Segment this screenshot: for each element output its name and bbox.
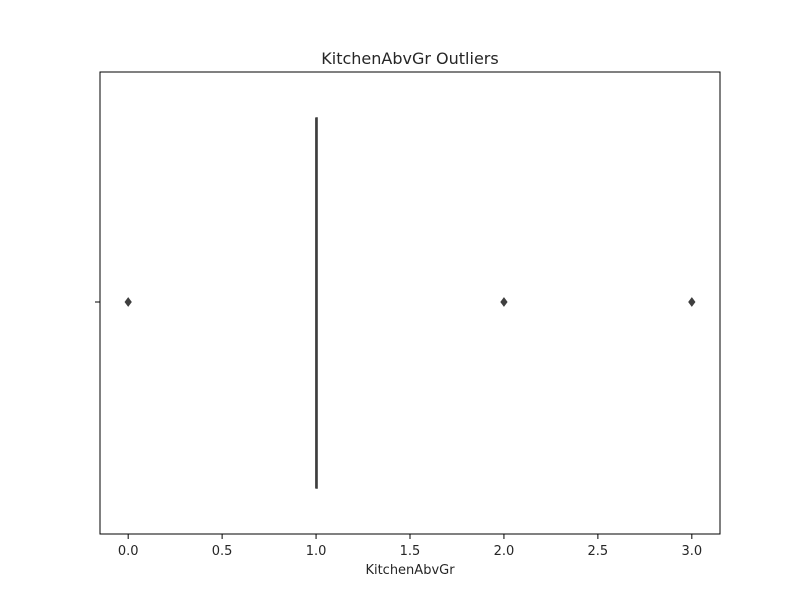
x-tick-label: 3.0 (681, 544, 702, 559)
x-axis-ticks: 0.0 0.5 1.0 1.5 2.0 2.5 3.0 (118, 534, 702, 559)
x-tick-label: 2.5 (588, 544, 609, 559)
outlier-point (124, 297, 132, 307)
x-tick-label: 0.0 (118, 544, 139, 559)
outlier-point (500, 297, 508, 307)
outlier-point (688, 297, 696, 307)
x-tick-label: 0.5 (212, 544, 233, 559)
plot-frame (99, 71, 721, 535)
outlier-layer (124, 297, 696, 307)
box-layer (315, 117, 318, 489)
x-tick-label: 1.0 (306, 544, 327, 559)
chart-title: KitchenAbvGr Outliers (321, 49, 498, 68)
x-axis-title: KitchenAbvGr (365, 563, 455, 578)
x-tick-label: 2.0 (494, 544, 515, 559)
x-tick-label: 1.5 (400, 544, 421, 559)
